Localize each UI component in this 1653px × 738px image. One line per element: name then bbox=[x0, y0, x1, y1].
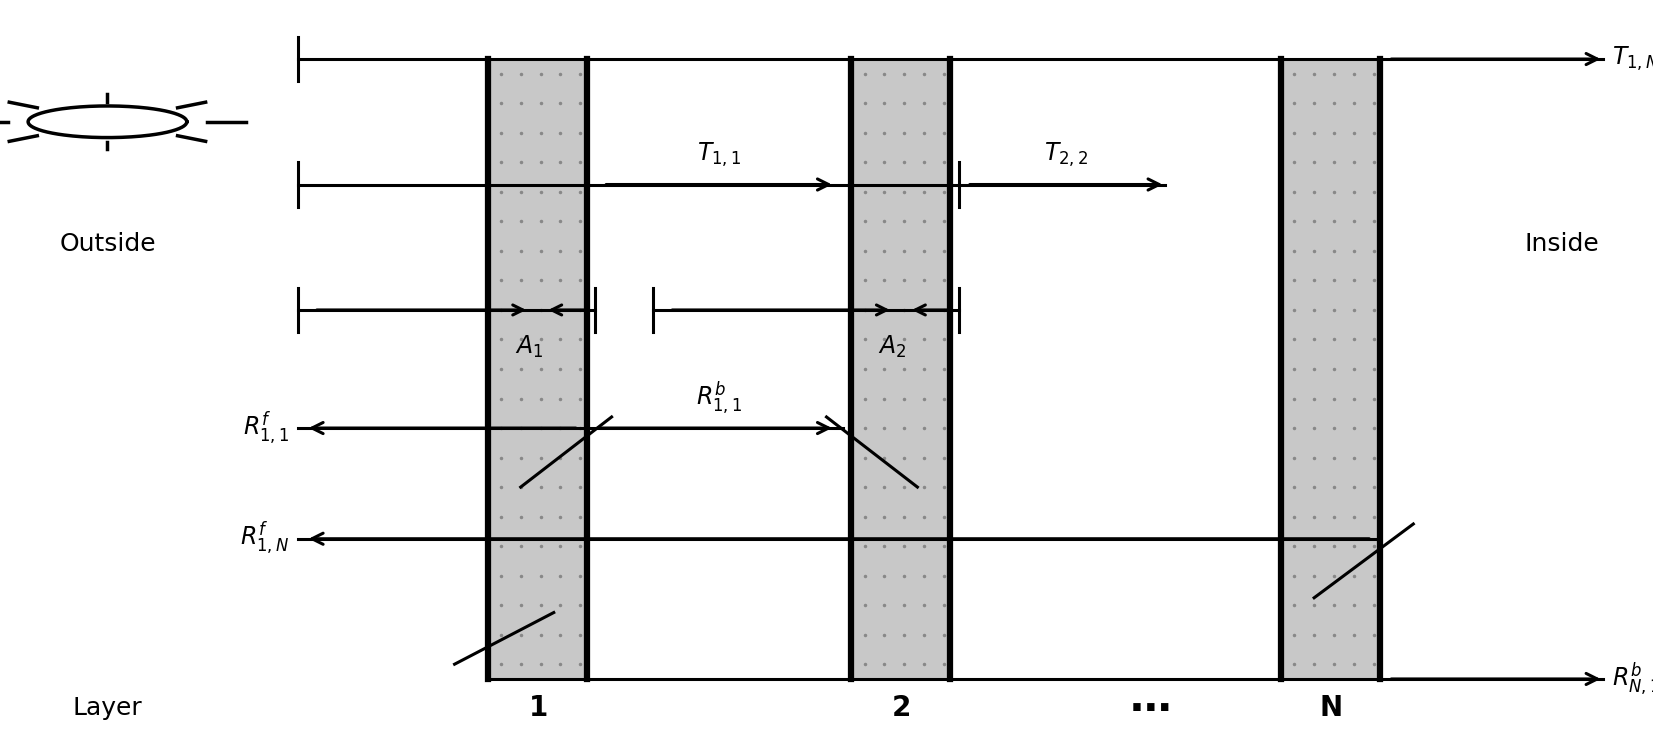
Text: $\boldsymbol{T_{1,N}}$: $\boldsymbol{T_{1,N}}$ bbox=[1612, 45, 1653, 73]
Bar bbox=[851, 59, 950, 679]
Text: $\boldsymbol{R^b_{N,1}}$: $\boldsymbol{R^b_{N,1}}$ bbox=[1612, 661, 1653, 697]
Text: $\mathbf{N}$: $\mathbf{N}$ bbox=[1319, 694, 1342, 723]
Text: $\mathbf{2}$: $\mathbf{2}$ bbox=[891, 694, 911, 723]
Text: Outside: Outside bbox=[60, 232, 155, 255]
Text: Inside: Inside bbox=[1524, 232, 1600, 255]
Bar bbox=[488, 59, 587, 679]
Text: $\boldsymbol{T_{2,2}}$: $\boldsymbol{T_{2,2}}$ bbox=[1045, 141, 1088, 169]
Text: $\boldsymbol{R^b_{1,1}}$: $\boldsymbol{R^b_{1,1}}$ bbox=[696, 380, 742, 417]
Text: Layer: Layer bbox=[73, 697, 142, 720]
Text: $\boldsymbol{A_1}$: $\boldsymbol{A_1}$ bbox=[514, 334, 544, 360]
Text: $\boldsymbol{T_{1,1}}$: $\boldsymbol{T_{1,1}}$ bbox=[698, 141, 741, 169]
Text: $\mathbf{\cdots}$: $\mathbf{\cdots}$ bbox=[1129, 688, 1169, 729]
Bar bbox=[1281, 59, 1380, 679]
Text: $\mathbf{1}$: $\mathbf{1}$ bbox=[527, 694, 547, 723]
Text: $\boldsymbol{R^f_{1,N}}$: $\boldsymbol{R^f_{1,N}}$ bbox=[240, 520, 289, 557]
Text: $\boldsymbol{R^f_{1,1}}$: $\boldsymbol{R^f_{1,1}}$ bbox=[243, 410, 289, 446]
Text: $\boldsymbol{A_2}$: $\boldsymbol{A_2}$ bbox=[878, 334, 907, 360]
